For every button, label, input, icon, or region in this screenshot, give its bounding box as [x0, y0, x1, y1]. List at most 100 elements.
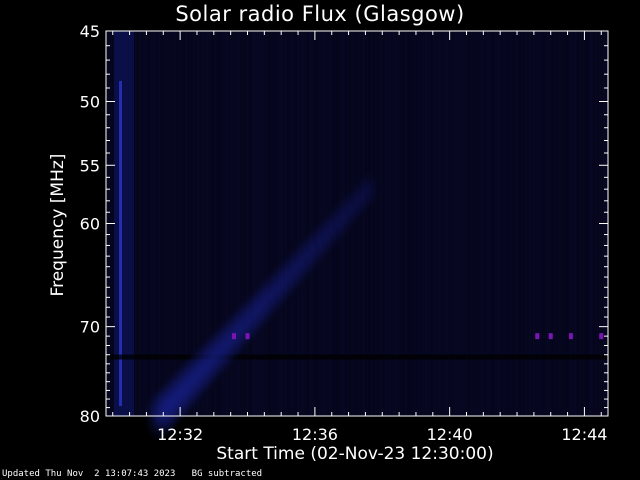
- noise-column: [235, 31, 237, 416]
- noise-column: [291, 31, 293, 416]
- footer-note: BG subtracted: [191, 469, 263, 479]
- noise-column: [123, 31, 125, 416]
- noise-column: [567, 31, 569, 416]
- noise-column: [237, 31, 239, 416]
- x-tick-label: 12:40: [427, 425, 473, 444]
- x-tick-label: 12:32: [157, 425, 203, 444]
- noise-column: [381, 31, 383, 416]
- noise-column: [189, 31, 191, 416]
- noise-column: [529, 31, 531, 416]
- y-tick-label: 50: [80, 93, 100, 112]
- noise-column: [249, 31, 251, 416]
- noise-column: [267, 31, 269, 416]
- noise-column: [477, 31, 479, 416]
- noise-column: [287, 31, 289, 416]
- noise-column: [491, 31, 493, 416]
- noise-column: [549, 31, 551, 416]
- noise-column: [143, 31, 145, 416]
- noise-column: [441, 31, 443, 416]
- noise-column: [413, 31, 415, 416]
- noise-column: [281, 31, 283, 416]
- noise-column: [125, 31, 127, 416]
- noise-column: [597, 31, 599, 416]
- noise-column: [449, 31, 451, 416]
- x-tick-label: 12:44: [561, 425, 607, 444]
- noise-column: [209, 31, 211, 416]
- noise-column: [207, 31, 209, 416]
- noise-column: [377, 31, 379, 416]
- noise-column: [427, 31, 429, 416]
- noise-column: [573, 31, 575, 416]
- noise-column: [553, 31, 555, 416]
- noise-column: [433, 31, 435, 416]
- noise-column: [579, 31, 581, 416]
- x-tick-label: 12:36: [292, 425, 338, 444]
- noise-column: [215, 31, 217, 416]
- noise-column: [265, 31, 267, 416]
- heatmap-layer: [106, 31, 609, 442]
- noise-column: [543, 31, 545, 416]
- noise-column: [475, 31, 477, 416]
- noise-column: [367, 31, 369, 416]
- noise-column: [407, 31, 409, 416]
- noise-column: [153, 31, 155, 416]
- noise-column: [169, 31, 171, 416]
- noise-column: [245, 31, 247, 416]
- noise-column: [233, 31, 235, 416]
- noise-column: [309, 31, 311, 416]
- noise-column: [141, 31, 143, 416]
- noise-column: [541, 31, 543, 416]
- interference-dot: [568, 333, 573, 340]
- noise-column: [271, 31, 273, 416]
- noise-column: [593, 31, 595, 416]
- y-tick-label: 80: [80, 407, 100, 426]
- noise-column: [229, 31, 231, 416]
- noise-column: [217, 31, 219, 416]
- noise-column: [269, 31, 271, 416]
- noise-column: [205, 31, 207, 416]
- noise-column: [193, 31, 195, 416]
- noise-column: [455, 31, 457, 416]
- axes: 45 50 55 60 70 80 12:32 12:36 12:40 12:44: [80, 22, 609, 444]
- interference-dot: [548, 333, 553, 340]
- y-tick-label: 70: [80, 318, 100, 337]
- noise-column: [507, 31, 509, 416]
- noise-column: [151, 31, 153, 416]
- noise-column: [357, 31, 359, 416]
- noise-column: [537, 31, 539, 416]
- noise-column: [375, 31, 377, 416]
- noise-column: [201, 31, 203, 416]
- noise-column: [575, 31, 577, 416]
- noise-column: [137, 31, 139, 416]
- noise-column: [423, 31, 425, 416]
- noise-column: [551, 31, 553, 416]
- noise-column: [517, 31, 519, 416]
- noise-column: [561, 31, 563, 416]
- interference-dot: [535, 333, 540, 340]
- noise-column: [415, 31, 417, 416]
- noise-column: [527, 31, 529, 416]
- noise-column: [225, 31, 227, 416]
- noise-column: [149, 31, 151, 416]
- noise-column: [273, 31, 275, 416]
- noise-column: [227, 31, 229, 416]
- noise-column: [485, 31, 487, 416]
- chart-title: Solar radio Flux (Glasgow): [175, 2, 465, 26]
- noise-column: [171, 31, 173, 416]
- noise-column: [571, 31, 573, 416]
- noise-column: [295, 31, 297, 416]
- noise-column: [411, 31, 413, 416]
- noise-column: [163, 31, 165, 416]
- noise-column: [315, 31, 317, 416]
- noise-column: [145, 31, 147, 416]
- noise-column: [547, 31, 549, 416]
- noise-column: [587, 31, 589, 416]
- noise-column: [379, 31, 381, 416]
- noise-column: [521, 31, 523, 416]
- noise-column: [479, 31, 481, 416]
- noise-column: [545, 31, 547, 416]
- noise-column: [535, 31, 537, 416]
- noise-column: [405, 31, 407, 416]
- noise-column: [197, 31, 199, 416]
